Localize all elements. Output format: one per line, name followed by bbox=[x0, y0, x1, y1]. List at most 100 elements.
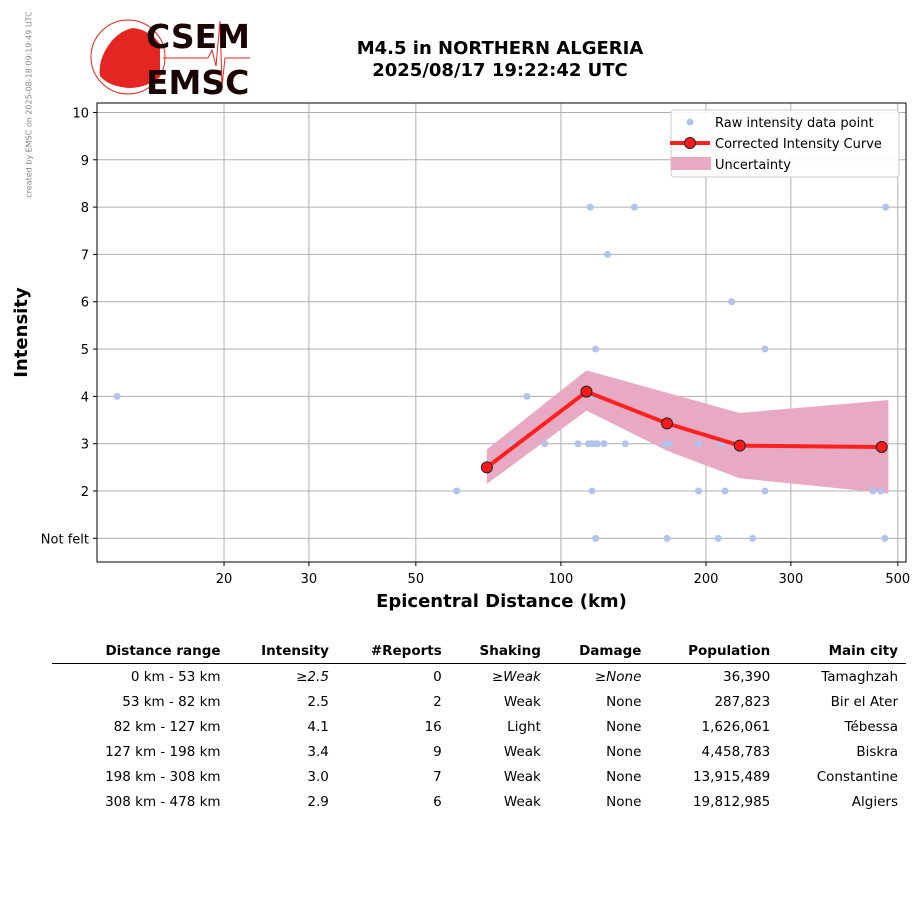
raw-data-point bbox=[630, 203, 638, 211]
table-cell: Tébessa bbox=[844, 718, 898, 735]
legend-label: Raw intensity data point bbox=[715, 116, 874, 131]
curve-point bbox=[480, 461, 493, 474]
table-cell: Weak bbox=[503, 693, 541, 710]
y-tick-label: 2 bbox=[81, 485, 89, 500]
table-cell: 53 km - 82 km bbox=[122, 693, 221, 710]
raw-data-point bbox=[877, 487, 885, 495]
table-cell: 16 bbox=[424, 718, 442, 735]
y-axis-label: Intensity bbox=[11, 287, 32, 378]
table-cell: 2.5 bbox=[307, 693, 329, 710]
table-cell: 3.4 bbox=[307, 743, 329, 760]
table-cell: 3.0 bbox=[307, 768, 329, 785]
table-cell: Light bbox=[507, 718, 541, 735]
table-body: 0 km - 53 km ≥2.5 0 ≥Weak ≥None 36,390 Tamaghz… bbox=[52, 664, 906, 815]
x-tick-label: 300 bbox=[778, 572, 803, 587]
legend-band-swatch bbox=[671, 157, 711, 170]
table-cell: 2 bbox=[433, 693, 442, 710]
raw-data-point bbox=[523, 392, 531, 400]
raw-data-point bbox=[869, 487, 877, 495]
table-cell: None bbox=[606, 793, 642, 810]
raw-data-point bbox=[666, 440, 674, 448]
curve-point bbox=[875, 441, 888, 454]
column-header: Damage bbox=[548, 640, 650, 664]
y-tick-label: 7 bbox=[81, 248, 89, 263]
table-header-row: Distance range Intensity #Reports Shaking Da… bbox=[52, 640, 906, 664]
x-tick-label: 50 bbox=[408, 572, 425, 587]
raw-data-point bbox=[695, 487, 703, 495]
table-cell: 19,812,985 bbox=[692, 793, 771, 810]
y-tick-label: 5 bbox=[81, 343, 89, 358]
raw-data-point bbox=[714, 534, 722, 542]
raw-data-point bbox=[574, 440, 582, 448]
table-cell: 1,626,061 bbox=[701, 718, 771, 735]
table-cell: ≥2.5 bbox=[296, 668, 329, 685]
y-tick-label: 10 bbox=[72, 106, 89, 121]
table-cell: 9 bbox=[433, 743, 442, 760]
table-cell: 6 bbox=[433, 793, 442, 810]
legend-curve-marker bbox=[684, 137, 696, 149]
legend-label: Corrected Intensity Curve bbox=[715, 137, 882, 152]
table-cell: ≥None bbox=[594, 668, 642, 685]
table-cell: Tamaghzah bbox=[821, 668, 898, 685]
y-tick-label: 8 bbox=[81, 201, 89, 216]
raw-data-point bbox=[695, 440, 703, 448]
table-cell: Algiers bbox=[851, 793, 898, 810]
title-datetime: 2025/08/17 19:22:42 UTC bbox=[372, 60, 628, 81]
y-tick-label: 9 bbox=[81, 154, 89, 169]
table-cell: 82 km - 127 km bbox=[113, 718, 221, 735]
table-cell: Bir el Ater bbox=[830, 693, 898, 710]
raw-data-point bbox=[588, 487, 596, 495]
raw-data-point bbox=[663, 534, 671, 542]
table-cell: 0 bbox=[433, 668, 442, 685]
table-cell: Constantine bbox=[816, 768, 898, 785]
raw-data-point bbox=[749, 534, 757, 542]
raw-data-point bbox=[541, 440, 549, 448]
column-header: Main city bbox=[778, 640, 906, 664]
raw-data-point bbox=[600, 440, 608, 448]
raw-data-point bbox=[621, 440, 629, 448]
table-row: 82 km - 127 km 4.1 16 Light None 1,626,061 Téb… bbox=[52, 714, 906, 739]
logo-emsc: EMSC bbox=[146, 63, 249, 100]
y-tick-label: Not felt bbox=[41, 532, 89, 547]
column-header: Distance range bbox=[52, 640, 229, 664]
raw-data-point bbox=[593, 440, 601, 448]
table-row: 308 km - 478 km 2.9 6 Weak None 19,812,985 Alg… bbox=[52, 789, 906, 814]
table-row: 53 km - 82 km 2.5 2 Weak None 287,823 Bir el A… bbox=[52, 689, 906, 714]
x-tick-label: 100 bbox=[549, 572, 574, 587]
table-cell: Weak bbox=[503, 768, 541, 785]
x-axis-label: Epicentral Distance (km) bbox=[376, 591, 627, 612]
legend: Raw intensity data point Corrected Intens… bbox=[670, 109, 900, 178]
legend-label: Uncertainty bbox=[715, 158, 791, 173]
table-row: 0 km - 53 km ≥2.5 0 ≥Weak ≥None 36,390 Tamaghz… bbox=[52, 664, 906, 690]
raw-data-point bbox=[721, 487, 729, 495]
raw-data-point bbox=[761, 487, 769, 495]
raw-data-point bbox=[761, 345, 769, 353]
intensity-table: Distance range Intensity #Reports Shaking Da… bbox=[52, 640, 906, 814]
raw-data-point bbox=[592, 534, 600, 542]
uncertainty-band bbox=[486, 370, 889, 494]
table-cell: Weak bbox=[503, 793, 541, 810]
table-cell: Biskra bbox=[856, 743, 898, 760]
raw-data-point bbox=[592, 345, 600, 353]
table-cell: 4,458,783 bbox=[701, 743, 771, 760]
table-cell: 7 bbox=[433, 768, 442, 785]
raw-data-point bbox=[728, 298, 736, 306]
curve-point bbox=[661, 417, 674, 430]
table-cell: 0 km - 53 km bbox=[130, 668, 221, 685]
table-cell: 2.9 bbox=[307, 793, 329, 810]
raw-data-point bbox=[882, 203, 890, 211]
table-cell: 36,390 bbox=[723, 668, 771, 685]
column-header: Population bbox=[649, 640, 779, 664]
table-cell: None bbox=[606, 693, 642, 710]
plot-frame bbox=[96, 102, 907, 563]
intensity-chart: 20 30 50 100 200 300 500 Not felt 2 3 4 5 6 7 8 9 10 Epic… bbox=[11, 102, 910, 612]
column-header: Shaking bbox=[449, 640, 549, 664]
table-row: 127 km - 198 km 3.4 9 Weak None 4,458,783 Bisk… bbox=[52, 739, 906, 764]
table-cell: Weak bbox=[503, 743, 541, 760]
table-cell: 127 km - 198 km bbox=[105, 743, 221, 760]
curve-point bbox=[733, 439, 746, 452]
table-cell: 4.1 bbox=[307, 718, 329, 735]
raw-data-point bbox=[113, 392, 121, 400]
raw-data-point bbox=[586, 203, 594, 211]
raw-data-point bbox=[881, 534, 889, 542]
